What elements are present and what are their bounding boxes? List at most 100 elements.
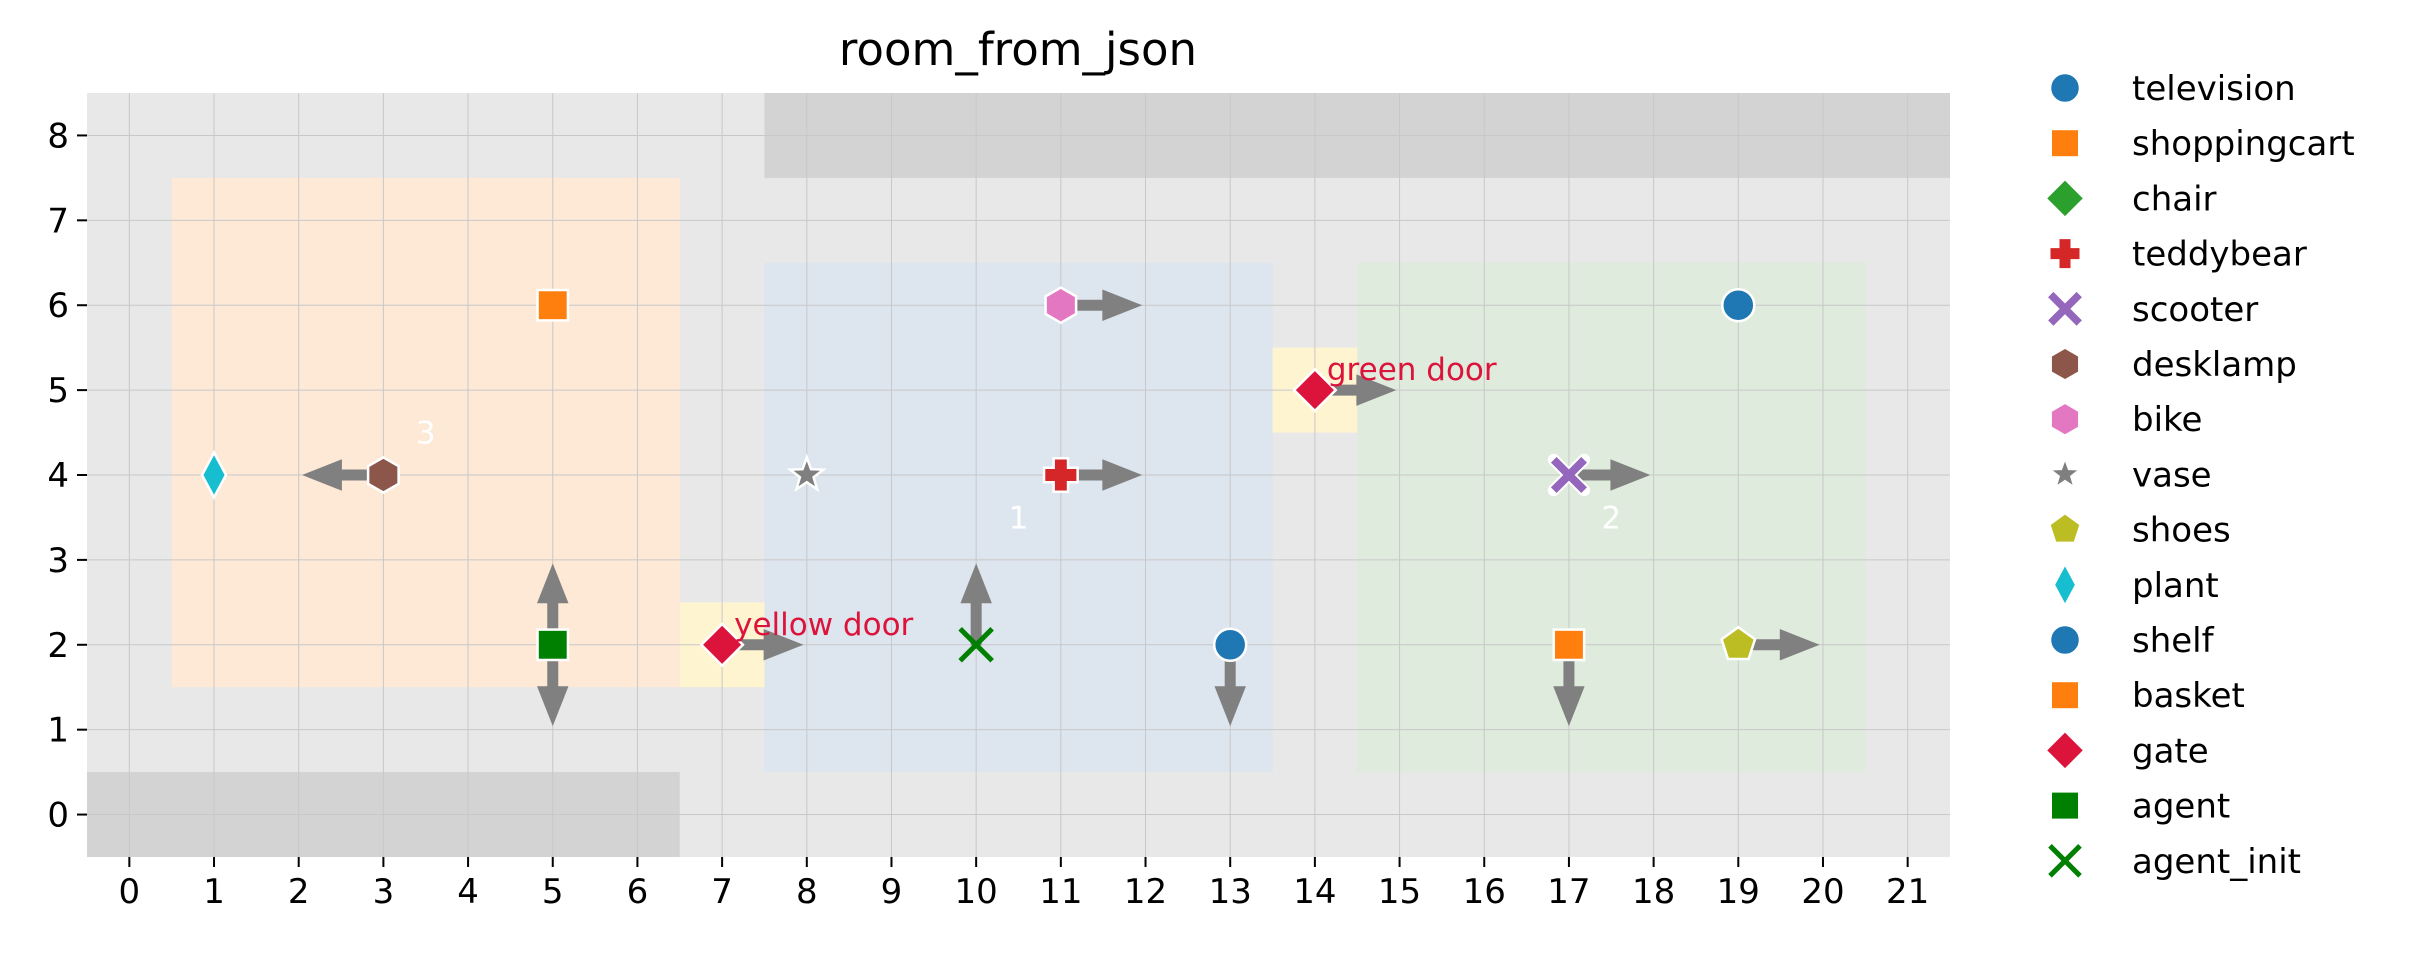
legend-entry-basket: basket: [2049, 676, 2245, 716]
point-scooter: [1547, 453, 1591, 497]
door-label-0: yellow door: [734, 607, 913, 643]
legend-marker-chair: [2043, 177, 2087, 220]
room-2: [1357, 262, 1866, 773]
legend-marker-gate: [2043, 729, 2087, 772]
x-tick-label: 19: [1717, 872, 1760, 912]
plot-area: 0 1 2 3 4 5 6 7 8 9 10 11 12 13 14 15 16 17 18 19 20 21012345…: [47, 93, 1950, 912]
x-tick-label: 2: [288, 872, 310, 912]
room-3: [171, 177, 680, 688]
y-tick-label: 1: [47, 711, 69, 751]
legend-marker-plant: [2052, 561, 2078, 609]
x-tick-label: 16: [1463, 872, 1506, 912]
y-tick-label: 7: [47, 201, 69, 241]
legend-label: teddybear: [2132, 235, 2307, 275]
legend-label: basket: [2132, 676, 2245, 716]
point-agent_init: [958, 627, 994, 663]
x-tick-label: 9: [881, 872, 903, 912]
legend-marker-scooter: [2045, 288, 2085, 329]
legend-label: plant: [2132, 566, 2219, 606]
legend: television shoppingcart chair teddybear scoo…: [2043, 69, 2355, 882]
legend-label: vase: [2132, 455, 2212, 495]
legend-label: gate: [2132, 731, 2209, 771]
legend-entry-agent_init: agent_init: [2048, 842, 2301, 882]
x-tick-label: 3: [373, 872, 395, 912]
legend-label: shoes: [2132, 511, 2231, 551]
x-tick-label: 0: [119, 872, 141, 912]
point-vase: [786, 453, 828, 493]
legend-label: bike: [2132, 400, 2202, 440]
room-label-1: 1: [1009, 500, 1029, 536]
y-tick-label: 8: [47, 116, 69, 156]
x-tick-label: 1: [203, 872, 225, 912]
y-tick-label: 0: [47, 796, 69, 836]
point-desklamp: [366, 455, 400, 495]
x-tick-label: 13: [1209, 872, 1252, 912]
x-tick-label: 6: [627, 872, 649, 912]
chart-title: room_from_json: [839, 23, 1197, 76]
legend-marker-television: [2048, 71, 2082, 105]
legend-marker-desklamp: [2049, 346, 2081, 382]
legend-entry-gate: gate: [2043, 729, 2209, 772]
point-shoppingcart: [536, 288, 570, 322]
legend-marker-agent_init: [2048, 844, 2082, 878]
x-tick-label: 18: [1632, 872, 1675, 912]
point-bike: [1044, 286, 1078, 325]
legend-marker-shoes: [2047, 511, 2083, 545]
legend-entry-shoppingcart: shoppingcart: [2049, 124, 2355, 164]
legend-entry-chair: chair: [2043, 177, 2217, 220]
x-tick-label: 21: [1886, 872, 1929, 912]
legend-marker-shelf: [2048, 623, 2082, 657]
legend-label: agent_init: [2132, 842, 2301, 882]
x-tick-label: 15: [1378, 872, 1421, 912]
legend-label: chair: [2132, 179, 2217, 219]
point-basket: [1552, 628, 1586, 662]
x-tick-label: 11: [1039, 872, 1082, 912]
legend-entry-teddybear: teddybear: [2048, 235, 2307, 275]
x-tick-label: 5: [542, 872, 564, 912]
legend-marker-vase: [2045, 454, 2085, 491]
legend-label: scooter: [2132, 290, 2258, 330]
x-tick-label: 17: [1547, 872, 1590, 912]
point-plant: [200, 449, 228, 501]
legend-entry-desklamp: desklamp: [2049, 345, 2297, 385]
x-tick-label: 7: [711, 872, 733, 912]
y-tick-label: 4: [47, 456, 69, 496]
legend-label: agent: [2132, 787, 2230, 827]
legend-marker-shoppingcart: [2049, 127, 2081, 159]
y-tick-label: 3: [47, 541, 69, 581]
point-shelf: [1212, 627, 1248, 663]
legend-label: shelf: [2132, 621, 2215, 661]
point-gate: [1292, 367, 1338, 413]
legend-entry-vase: vase: [2045, 454, 2212, 495]
legend-marker-teddybear: [2048, 236, 2082, 271]
x-tick-label: 14: [1293, 872, 1336, 912]
legend-marker-basket: [2049, 679, 2081, 711]
legend-entry-bike: bike: [2049, 400, 2202, 440]
x-tick-label: 12: [1124, 872, 1167, 912]
point-shoes: [1720, 625, 1757, 661]
room-label-3: 3: [416, 416, 436, 452]
y-tick-label: 5: [47, 371, 69, 411]
room-1: [764, 262, 1273, 773]
y-tick-label: 2: [47, 626, 69, 666]
legend-entry-shelf: shelf: [2048, 621, 2215, 661]
legend-label: television: [2132, 69, 2296, 109]
legend-entry-television: television: [2048, 69, 2296, 109]
legend-entry-agent: agent: [2049, 787, 2230, 827]
point-gate: [699, 622, 745, 668]
legend-label: shoppingcart: [2132, 124, 2355, 164]
door-label-1: green door: [1327, 352, 1497, 388]
point-television: [1721, 287, 1756, 323]
x-tick-label: 10: [955, 872, 998, 912]
room-label-2: 2: [1601, 500, 1621, 536]
legend-marker-bike: [2049, 401, 2081, 438]
legend-marker-agent: [2049, 790, 2081, 822]
legend-entry-scooter: scooter: [2045, 288, 2258, 330]
x-tick-label: 4: [457, 872, 479, 912]
x-tick-label: 8: [796, 872, 818, 912]
y-tick-label: 6: [47, 286, 69, 326]
point-teddybear: [1042, 456, 1079, 494]
point-agent: [536, 628, 570, 662]
legend-label: desklamp: [2132, 345, 2297, 385]
